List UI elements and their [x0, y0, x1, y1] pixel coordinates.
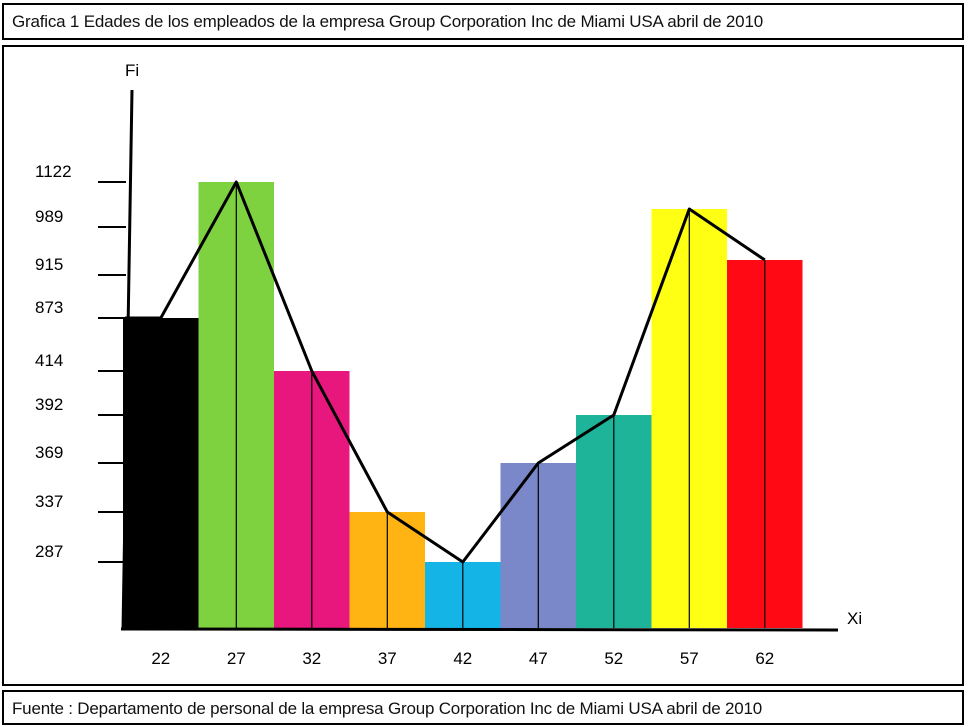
frequency-polygon [125, 180, 766, 564]
x-tick-label-22: 22 [151, 649, 170, 668]
y-tick-label-392: 392 [35, 395, 63, 414]
y-tick-label-989: 989 [35, 207, 63, 226]
x-tick-label-62: 62 [755, 649, 774, 668]
source-note: Fuente : Departamento de personal de la … [12, 699, 763, 718]
x-tick-label-47: 47 [529, 649, 548, 668]
y-tick-label-915: 915 [35, 255, 63, 274]
y-tick-label-414: 414 [35, 351, 63, 370]
y-tick-label-287: 287 [35, 542, 63, 561]
y-tick-label-1122: 1122 [35, 162, 72, 181]
y-tick-label-873: 873 [35, 298, 63, 317]
x-tick-label-37: 37 [378, 649, 397, 668]
chart-title: Grafica 1 Edades de los empleados de la … [12, 12, 763, 31]
x-tick-label-42: 42 [453, 649, 472, 668]
histogram-chart: 287 337 369 392 414 873 915 989 1122 22 27 32 37 42 47… [35, 61, 862, 668]
x-tick-label-57: 57 [680, 649, 699, 668]
title-box: Grafica 1 Edades de los empleados de la … [2, 3, 964, 40]
source-box: Fuente : Departamento de personal de la … [2, 690, 964, 725]
x-tick-label-52: 52 [604, 649, 623, 668]
x-axis-label: Xi [847, 609, 862, 628]
x-axis-line [120, 627, 839, 632]
x-tick-label-27: 27 [227, 649, 246, 668]
y-axis-label: Fi [125, 61, 139, 80]
y-tick-label-337: 337 [35, 492, 63, 511]
y-axis-line [121, 89, 134, 631]
x-tick-label-32: 32 [302, 649, 321, 668]
y-tick-label-369: 369 [35, 443, 63, 462]
